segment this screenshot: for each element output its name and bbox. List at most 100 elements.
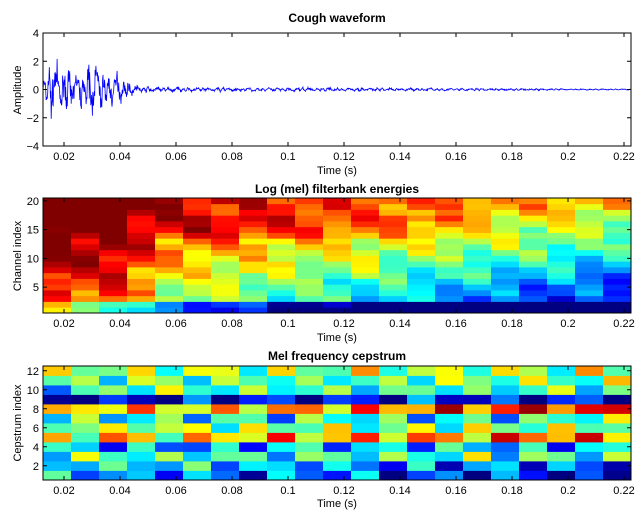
filterbank-cell [99,221,128,228]
cepstrum-cell [183,461,212,471]
filterbank-cell [407,232,436,239]
filterbank-cell [407,226,436,233]
filterbank-cell [575,249,604,256]
filterbank-cell [575,226,604,233]
filterbank-cell [491,261,520,268]
cepstrum-cell [295,366,324,376]
filterbank-cell [435,249,464,256]
filterbank-cell [183,226,212,233]
filterbank-cell [463,267,492,274]
filterbank-cell [463,232,492,239]
cepstrum-cell [155,451,184,462]
filterbank-cell [547,249,576,256]
filterbank-cell [323,307,352,314]
cepstrum-cell [379,366,408,376]
filterbank-cell [267,232,296,239]
filterbank-cell [295,238,324,245]
filterbank-cell [71,215,100,222]
cepstrum-cell [183,404,212,414]
filterbank-cell [407,198,436,205]
cepstrum-cell [239,442,268,452]
filterbank-cell [295,244,324,251]
filterbank-cell [43,272,72,279]
cepstrum-cell [379,442,408,452]
filterbank-cell [43,295,72,302]
x-tick-label: 0.14 [389,151,410,163]
cepstrum-cell [407,385,436,395]
cepstrum-cell [491,394,520,405]
filterbank-cell [379,278,408,285]
filterbank-cell [491,203,520,210]
filterbank-cell [99,284,128,291]
filterbank-cell [519,272,548,279]
filterbank-cell [491,278,520,285]
cepstrum-cell [155,432,184,443]
cepstrum-cell [435,432,464,443]
filterbank-cell [379,261,408,268]
cepstrum-cell [463,461,492,471]
filterbank-cell [99,249,128,256]
y-tick-label: 4 [33,28,39,40]
cepstrum-cell [183,394,212,405]
x-tick-label: 0.06 [165,485,186,497]
y-tick-label: −4 [26,141,39,153]
cepstrum-cell [295,404,324,414]
filterbank-cell [435,267,464,274]
filterbank-cell [463,301,492,308]
filterbank-cell [43,278,72,285]
waveform-y-ticks: −4 −2 0 2 4 [26,28,631,153]
cepstrum-cell [43,423,72,433]
filterbank-cell [491,284,520,291]
filterbank-cell [99,261,128,268]
cepstrum-cell [155,470,184,481]
cepstrum-cell [547,423,576,433]
cepstrum-cell [603,442,632,452]
filterbank-cell [435,238,464,245]
filterbank-cell [239,307,268,314]
filterbank-cell [211,290,240,297]
cepstrum-cell [491,404,520,414]
y-tick-label: 8 [33,404,39,416]
filterbank-cell [295,261,324,268]
filterbank-cell [71,284,100,291]
filterbank-cell [43,215,72,222]
filterbank-cell [407,307,436,314]
filterbank-cell [323,215,352,222]
filterbank-cell [295,209,324,216]
filterbank-cell [379,301,408,308]
cepstrum-cell [547,413,576,424]
filterbank-cell [323,272,352,279]
cepstrum-cell [351,375,380,386]
y-tick-label: 15 [27,225,39,237]
filterbank-cell [43,301,72,308]
filterbank-cell [127,255,156,262]
filterbank-cell [183,290,212,297]
filterbank-cell [435,295,464,302]
cepstrum-cell [183,375,212,386]
filterbank-cell [519,307,548,314]
cepstrum-cell [323,385,352,395]
filterbank-cell [519,278,548,285]
filterbank-cell [547,278,576,285]
filterbank-cell [267,290,296,297]
filterbank-cell [351,226,380,233]
cepstrum-cell [71,385,100,395]
filterbank-cell [519,221,548,228]
filterbank-cell [407,238,436,245]
cepstrum-cell [435,470,464,481]
cepstrum-cell [155,423,184,433]
filterbank-cell [519,232,548,239]
filterbank-cell [267,203,296,210]
filterbank-cell [99,198,128,205]
cepstrum-cell [435,442,464,452]
cepstrum-cell [267,375,296,386]
filterbank-cell [211,249,240,256]
filterbank-cell [295,284,324,291]
filterbank-cell [603,232,632,239]
cepstrum-cell [211,451,240,462]
filterbank-panel: Log (mel) filterbank energies 0.02 0.04 0.… [12,182,635,344]
filterbank-cell [155,198,184,205]
filterbank-cell [379,295,408,302]
filterbank-cell [463,203,492,210]
cepstrum-cell [603,432,632,443]
